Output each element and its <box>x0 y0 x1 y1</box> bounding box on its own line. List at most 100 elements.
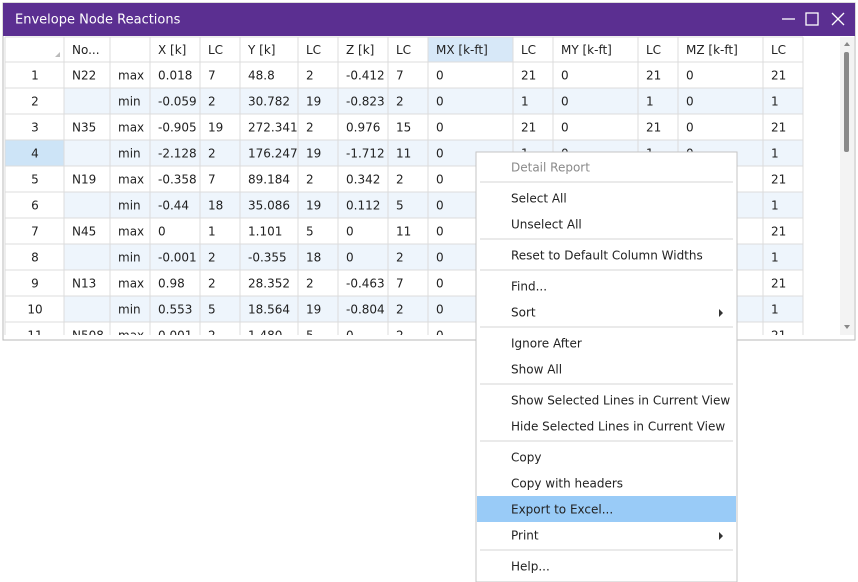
cell[interactable]: 21 <box>646 69 661 83</box>
cell[interactable]: 28.352 <box>248 277 290 291</box>
column-header[interactable]: Z [k] <box>346 43 374 57</box>
cell[interactable]: max <box>118 69 144 83</box>
cell[interactable]: 0 <box>346 225 354 239</box>
cell[interactable]: 0 <box>436 199 444 213</box>
cell[interactable]: 15 <box>396 121 411 135</box>
cell[interactable]: -0.355 <box>248 251 287 265</box>
cell[interactable]: min <box>118 199 141 213</box>
cell[interactable]: -0.358 <box>158 173 197 187</box>
cell[interactable]: 19 <box>306 147 321 161</box>
cell[interactable]: 7 <box>208 173 216 187</box>
cell[interactable]: 272.341 <box>248 121 298 135</box>
cell[interactable]: 21 <box>771 173 786 187</box>
cell[interactable]: N22 <box>72 69 96 83</box>
cell[interactable]: 2 <box>396 251 404 265</box>
cell[interactable]: 2 <box>208 147 216 161</box>
cell[interactable]: 21 <box>771 277 786 291</box>
cell[interactable]: 0.553 <box>158 303 192 317</box>
cell[interactable]: 1.101 <box>248 225 282 239</box>
cell[interactable]: 2 <box>208 95 216 109</box>
cell[interactable]: 19 <box>306 303 321 317</box>
cell[interactable]: 18 <box>208 199 223 213</box>
cell[interactable]: 30.782 <box>248 95 290 109</box>
cell[interactable]: 7 <box>208 69 216 83</box>
cell[interactable]: 0 <box>436 225 444 239</box>
cell[interactable]: -0.804 <box>346 303 385 317</box>
cell[interactable]: 21 <box>521 121 536 135</box>
cell[interactable]: 2 <box>396 303 404 317</box>
column-header[interactable]: MX [k-ft] <box>436 43 488 57</box>
cell[interactable]: min <box>118 303 141 317</box>
cell[interactable]: 19 <box>306 199 321 213</box>
column-header[interactable]: LC <box>521 43 536 57</box>
cell[interactable]: 1 <box>771 303 779 317</box>
column-header[interactable]: Y [k] <box>247 43 275 57</box>
cell[interactable]: 5 <box>306 225 314 239</box>
cell[interactable]: -0.44 <box>158 199 189 213</box>
cell[interactable]: 0.018 <box>158 69 192 83</box>
column-header[interactable]: LC <box>396 43 411 57</box>
cell[interactable]: -0.463 <box>346 277 385 291</box>
cell[interactable]: max <box>118 225 144 239</box>
cell[interactable]: min <box>118 251 141 265</box>
column-header[interactable]: LC <box>646 43 661 57</box>
cell[interactable]: max <box>118 173 144 187</box>
menu-item[interactable]: Select All <box>511 192 567 206</box>
cell[interactable]: 0 <box>436 95 444 109</box>
cell[interactable]: 1 <box>521 95 529 109</box>
cell[interactable]: 0.98 <box>158 277 185 291</box>
cell[interactable]: 1 <box>208 225 216 239</box>
row-number[interactable]: 8 <box>31 251 39 265</box>
cell[interactable]: 0.112 <box>346 199 380 213</box>
cell[interactable]: 0 <box>436 121 444 135</box>
menu-item[interactable]: Show Selected Lines in Current View <box>511 394 730 408</box>
cell[interactable]: 2 <box>306 173 314 187</box>
cell[interactable]: N45 <box>72 225 96 239</box>
cell[interactable]: 0 <box>686 121 694 135</box>
cell[interactable]: 11 <box>396 225 411 239</box>
cell[interactable]: 1 <box>646 95 654 109</box>
cell[interactable]: 21 <box>771 69 786 83</box>
cell[interactable]: 2 <box>208 251 216 265</box>
cell[interactable]: 0 <box>686 69 694 83</box>
row-number[interactable]: 2 <box>31 95 39 109</box>
column-header[interactable]: MY [k-ft] <box>561 43 612 57</box>
column-header[interactable]: LC <box>208 43 223 57</box>
cell[interactable]: 0 <box>436 147 444 161</box>
cell[interactable]: -0.001 <box>158 251 197 265</box>
cell[interactable]: 19 <box>306 95 321 109</box>
cell[interactable]: 21 <box>771 121 786 135</box>
row-number[interactable]: 6 <box>31 199 39 213</box>
row-number[interactable]: 4 <box>31 147 39 161</box>
row-number[interactable]: 1 <box>31 69 39 83</box>
cell[interactable]: 176.247 <box>248 147 298 161</box>
cell[interactable]: 35.086 <box>248 199 290 213</box>
cell[interactable]: 7 <box>396 277 404 291</box>
cell[interactable]: -1.712 <box>346 147 385 161</box>
cell[interactable]: 1 <box>771 147 779 161</box>
cell[interactable]: 2 <box>396 173 404 187</box>
menu-item[interactable]: Export to Excel... <box>511 503 613 517</box>
cell[interactable]: 0 <box>436 277 444 291</box>
cell[interactable]: 5 <box>208 303 216 317</box>
cell[interactable]: 0 <box>436 303 444 317</box>
column-header[interactable]: LC <box>306 43 321 57</box>
column-header[interactable]: X [k] <box>158 43 186 57</box>
cell[interactable]: N35 <box>72 121 96 135</box>
cell[interactable]: -0.059 <box>158 95 197 109</box>
cell[interactable]: 11 <box>396 147 411 161</box>
cell[interactable]: 0 <box>436 251 444 265</box>
cell[interactable]: 0 <box>561 69 569 83</box>
menu-item[interactable]: Hide Selected Lines in Current View <box>511 420 725 434</box>
cell[interactable]: 2 <box>306 121 314 135</box>
cell[interactable]: 0.342 <box>346 173 380 187</box>
cell[interactable]: 0.976 <box>346 121 380 135</box>
cell[interactable]: 2 <box>396 95 404 109</box>
row-number[interactable]: 7 <box>31 225 39 239</box>
row-number[interactable]: 3 <box>31 121 39 135</box>
cell[interactable]: 2 <box>306 69 314 83</box>
cell[interactable]: min <box>118 95 141 109</box>
menu-item[interactable]: Ignore After <box>511 337 582 351</box>
cell[interactable]: 21 <box>771 225 786 239</box>
cell[interactable]: max <box>118 121 144 135</box>
